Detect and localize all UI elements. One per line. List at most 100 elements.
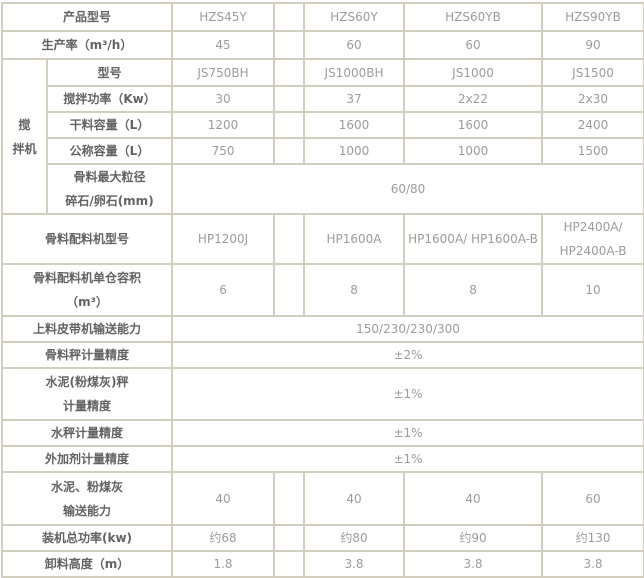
- spacer-cell: [273, 30, 306, 60]
- row-label-line1: 水泥、粉煤灰: [51, 479, 124, 494]
- spacer-cell: [273, 111, 306, 139]
- value-cell: 45: [171, 30, 276, 60]
- value-cell: 约130: [541, 524, 644, 552]
- row-label-line2: 输送能力: [63, 503, 112, 518]
- value-cell: 1600: [403, 111, 544, 139]
- merged-value-cell: ±1%: [171, 367, 644, 421]
- row-label-line2: （m³）: [66, 295, 108, 309]
- mixer-group-label: 搅 拌机: [1, 58, 48, 215]
- value-cell: HP1600A/ HP1600A-B: [403, 213, 544, 265]
- value-cell: 1.8: [171, 550, 276, 578]
- value-cell: 40: [403, 471, 544, 526]
- value-cell: 6: [171, 263, 276, 317]
- value-cell: HZS45Y: [171, 2, 276, 32]
- row-label: 装机总功率(kw): [0, 524, 174, 552]
- row-total-installed-power: 装机总功率(kw) 约68 约80 约90 约130: [0, 524, 644, 552]
- spacer-cell: [273, 550, 306, 578]
- value-cell: 1000: [303, 137, 406, 165]
- row-label: 型号: [45, 58, 174, 87]
- mixer-group-label-line1: 搅: [18, 117, 31, 132]
- value-cell: 1600: [303, 111, 406, 139]
- row-belt-conveyor-capacity: 上料皮带机输送能力 150/230/230/300: [0, 315, 644, 343]
- value-cell: HP2400A/ HP2400A-B: [541, 213, 644, 265]
- value-cell: 60: [303, 30, 406, 60]
- spacer-cell: [273, 524, 306, 552]
- row-label: 产品型号: [0, 2, 174, 32]
- value-cell: 3.8: [541, 550, 644, 578]
- row-label: 卸料高度（m）: [0, 550, 174, 578]
- row-label: 干料容量（L）: [45, 111, 174, 139]
- value-cell: 1500: [541, 137, 644, 165]
- value-cell: JS1500: [541, 58, 644, 87]
- row-batcher-model: 骨料配料机型号 HP1200J HP1600A HP1600A/ HP1600A…: [0, 213, 644, 265]
- spacer-cell: [273, 85, 306, 113]
- value-cell: 8: [303, 263, 406, 317]
- merged-value-cell: ±1%: [171, 419, 644, 447]
- row-label: 搅拌功率（Kw）: [45, 85, 174, 113]
- value-cell: 8: [403, 263, 544, 317]
- row-admixture-accuracy: 外加剂计量精度 ±1%: [0, 445, 644, 473]
- row-mixer-model: 搅 拌机 型号 JS750BH JS1000BH JS1000 JS1500: [1, 58, 644, 215]
- row-label: 水秤计量精度: [0, 419, 174, 447]
- spacer-cell: [273, 137, 306, 165]
- value-cell: HZS60Y: [303, 2, 406, 32]
- value-cell: HZS90YB: [541, 2, 644, 32]
- value-cell: 1000: [403, 137, 544, 165]
- row-discharge-height: 卸料高度（m） 1.8 3.8 3.8 3.8: [0, 550, 644, 578]
- spacer-cell: [273, 213, 306, 265]
- value-cell: 约90: [403, 524, 544, 552]
- row-aggregate-scale-accuracy: 骨料秤计量精度 ±2%: [0, 341, 644, 369]
- value-cell: 60: [541, 471, 644, 526]
- value-cell: 2x22: [403, 85, 544, 113]
- value-cell: 10: [541, 263, 644, 317]
- value-cell: 3.8: [303, 550, 406, 578]
- value-cell: JS1000BH: [303, 58, 406, 87]
- value-cell: 40: [171, 471, 276, 526]
- value-cell: 2400: [541, 111, 644, 139]
- merged-value-cell: 150/230/230/300: [171, 315, 644, 343]
- value-cell: 3.8: [403, 550, 544, 578]
- value-cell: 750: [171, 137, 276, 165]
- value-cell: HZS60YB: [403, 2, 544, 32]
- row-label-line2: 碎石/卵石(mm): [65, 194, 154, 208]
- value-cell: 2x30: [541, 85, 644, 113]
- row-batcher-bin-volume: 骨料配料机单仓容积 （m³） 6 8 8 10: [0, 263, 644, 317]
- mixer-group-label-line2: 拌机: [12, 141, 37, 156]
- merged-value-cell: 60/80: [171, 163, 644, 215]
- value-cell: 约68: [171, 524, 276, 552]
- spacer-cell: [273, 58, 306, 87]
- row-label: 上料皮带机输送能力: [0, 315, 174, 343]
- value-cell: HP1600A: [303, 213, 406, 265]
- row-cement-scale-accuracy: 水泥(粉煤灰)秤 计量精度 ±1%: [0, 367, 644, 421]
- row-label: 水泥(粉煤灰)秤 计量精度: [0, 367, 174, 421]
- merged-value-cell: ±2%: [171, 341, 644, 369]
- value-cell: 约80: [303, 524, 406, 552]
- spacer-cell: [273, 471, 306, 526]
- row-label: 公称容量（L）: [45, 137, 174, 165]
- row-label: 生产率（m³/h）: [0, 30, 174, 60]
- row-label-line1: 骨料配料机单仓容积: [33, 271, 142, 285]
- row-max-aggregate-size: 骨料最大粒径 碎石/卵石(mm) 60/80: [2, 163, 644, 215]
- row-label: 水泥、粉煤灰 输送能力: [0, 471, 174, 526]
- row-label: 骨料秤计量精度: [0, 341, 174, 369]
- row-mixing-power: 搅拌功率（Kw） 30 37 2x22 2x30: [2, 85, 644, 113]
- value-cell: HP1200J: [171, 213, 276, 265]
- row-dry-material-capacity: 干料容量（L） 1200 1600 1600 2400: [2, 111, 644, 139]
- value-cell: 60: [403, 30, 544, 60]
- row-label-line1: 骨料最大粒径: [73, 170, 146, 184]
- row-label: 外加剂计量精度: [0, 445, 174, 473]
- merged-value-cell: ±1%: [171, 445, 644, 473]
- spacer-cell: [273, 263, 306, 317]
- row-nominal-capacity: 公称容量（L） 750 1000 1000 1500: [2, 137, 644, 165]
- value-cell: JS1000: [403, 58, 544, 87]
- value-cell: 1200: [171, 111, 276, 139]
- row-water-scale-accuracy: 水秤计量精度 ±1%: [0, 419, 644, 447]
- row-cement-flyash-conveying: 水泥、粉煤灰 输送能力 40 40 40 60: [0, 471, 644, 526]
- value-cell: 30: [171, 85, 276, 113]
- value-cell: 40: [303, 471, 406, 526]
- row-label: 骨料配料机单仓容积 （m³）: [0, 263, 174, 317]
- row-product-model: 产品型号 HZS45Y HZS60Y HZS60YB HZS90YB: [0, 2, 644, 32]
- value-cell: 37: [303, 85, 406, 113]
- row-production-rate: 生产率（m³/h） 45 60 60 90: [0, 30, 644, 60]
